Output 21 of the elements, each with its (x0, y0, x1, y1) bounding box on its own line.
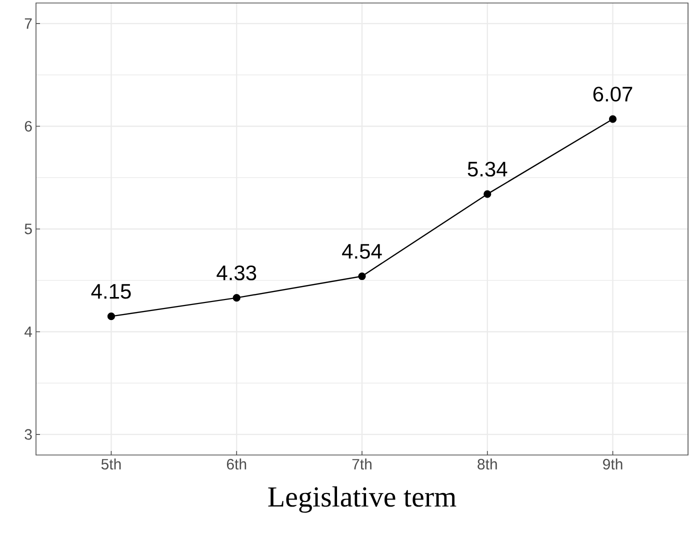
data-label: 4.33 (216, 265, 256, 280)
y-tick-label: 7 (24, 18, 32, 29)
y-tick-label: 3 (24, 429, 32, 440)
y-tick-label: 5 (24, 224, 32, 234)
y-tick-label: 6 (24, 120, 32, 132)
x-tick-label: 6th (226, 458, 246, 470)
point (358, 272, 366, 280)
point (107, 312, 116, 320)
x-tick-label: 5th (101, 458, 121, 470)
x-tick-label: 8th (478, 458, 497, 470)
point (484, 190, 492, 198)
data-label: 6.07 (593, 86, 632, 102)
x-axis-title: Legislative term (268, 486, 456, 513)
data-label: 4.54 (342, 244, 382, 259)
data-label: 5.34 (468, 162, 508, 177)
point (232, 294, 240, 302)
x-tick-label: 9th (603, 458, 622, 470)
x-tick-label: 7th (352, 458, 372, 470)
data-label: 4.15 (91, 284, 131, 299)
point (608, 115, 617, 123)
y-tick-label: 4 (24, 326, 32, 337)
